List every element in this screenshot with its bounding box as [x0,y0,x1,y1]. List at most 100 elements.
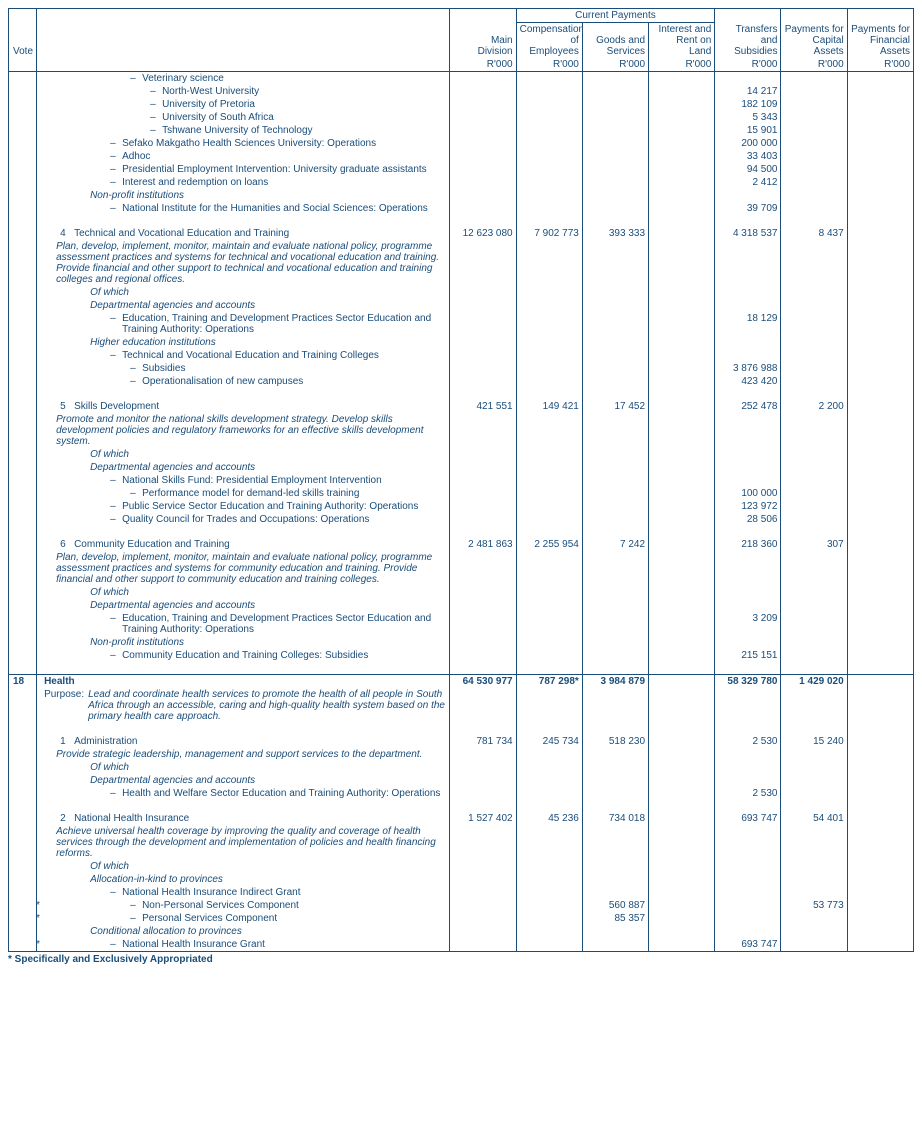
num-cell: 8 437 [781,227,847,240]
num-cell [450,899,516,912]
table-row: –Quality Council for Trades and Occupati… [9,513,914,526]
desc-cell: Conditional allocation to provinces [37,925,450,938]
vote-cell [9,336,37,349]
vote-cell [9,912,37,925]
table-row: –University of Pretoria182 109 [9,98,914,111]
num-cell [715,899,781,912]
unit-comp: R'000 [516,58,582,72]
num-cell [847,735,913,748]
num-cell [516,748,582,761]
table-row: –Health and Welfare Sector Education and… [9,787,914,800]
table-header: Vote Main Division Current Payments Tran… [9,9,914,72]
table-row: Higher education institutions [9,336,914,349]
vote-cell: 18 [9,675,37,689]
num-cell: 3 984 879 [582,675,648,689]
desc-cell: Of which [37,286,450,299]
num-cell [781,487,847,500]
num-cell: 5 343 [715,111,781,124]
num-cell [847,649,913,662]
vote-cell [9,735,37,748]
num-cell [450,487,516,500]
table-row: 2National Health Insurance1 527 40245 23… [9,812,914,825]
desc-cell: Achieve universal health coverage by imp… [37,825,450,860]
desc-cell [37,388,450,400]
vote-cell [9,649,37,662]
num-cell [582,886,648,899]
vote-cell [9,227,37,240]
table-row: –Education, Training and Development Pra… [9,312,914,336]
num-cell [649,111,715,124]
num-cell [781,202,847,215]
vote-cell [9,189,37,202]
desc-cell: –National Institute for the Humanities a… [37,202,450,215]
hdr-comp: Compensation of Employees [516,23,582,59]
num-cell [450,111,516,124]
num-cell [450,886,516,899]
table-row [9,723,914,735]
num-cell [847,513,913,526]
vote-cell [9,349,37,362]
num-cell [582,787,648,800]
vote-cell [9,72,37,86]
num-cell: 45 236 [516,812,582,825]
vote-cell [9,688,37,723]
vote-cell [9,487,37,500]
num-cell [582,500,648,513]
desc-cell: Promote and monitor the national skills … [37,413,450,448]
num-cell: 14 217 [715,85,781,98]
num-cell [781,925,847,938]
num-cell [781,215,847,227]
table-row: Non-profit institutions [9,636,914,649]
num-cell [516,551,582,586]
num-cell [715,599,781,612]
desc-cell: *–Personal Services Component [37,912,450,925]
num-cell [781,124,847,137]
num-cell [847,538,913,551]
num-cell [847,526,913,538]
num-cell [781,349,847,362]
num-cell: 393 333 [582,227,648,240]
table-row [9,662,914,675]
num-cell [781,448,847,461]
num-cell [582,349,648,362]
num-cell [582,202,648,215]
table-row: Of which [9,860,914,873]
num-cell [450,474,516,487]
num-cell [781,240,847,286]
num-cell [847,474,913,487]
num-cell: 7 902 773 [516,227,582,240]
num-cell [847,938,913,952]
num-cell [781,500,847,513]
num-cell [649,299,715,312]
num-cell [649,825,715,860]
table-row: –Performance model for demand-led skills… [9,487,914,500]
num-cell [781,286,847,299]
num-cell: 218 360 [715,538,781,551]
num-cell [847,873,913,886]
num-cell [582,124,648,137]
num-cell: 100 000 [715,487,781,500]
num-cell [516,349,582,362]
vote-cell [9,551,37,586]
num-cell [516,286,582,299]
num-cell [781,474,847,487]
num-cell [649,124,715,137]
num-cell [781,163,847,176]
num-cell [847,111,913,124]
num-cell [450,748,516,761]
table-row: Plan, develop, implement, monitor, maint… [9,551,914,586]
num-cell [847,886,913,899]
num-cell [649,586,715,599]
num-cell [450,286,516,299]
num-cell: 2 530 [715,735,781,748]
desc-cell: *–National Health Insurance Grant [37,938,450,952]
num-cell [649,349,715,362]
num-cell [450,137,516,150]
vote-cell [9,748,37,761]
desc-cell: –University of Pretoria [37,98,450,111]
num-cell [516,240,582,286]
num-cell: 787 298* [516,675,582,689]
num-cell [715,688,781,723]
vote-cell [9,124,37,137]
num-cell [715,825,781,860]
